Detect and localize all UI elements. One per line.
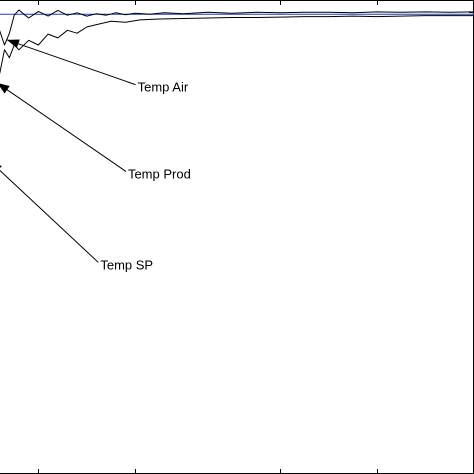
annotation-arrowhead-1 — [0, 83, 10, 94]
annotation-arrowhead-0 — [6, 39, 20, 49]
annotations: Temp Air Temp Prod Temp SP — [0, 39, 191, 272]
annotation-arrow-line-2 — [0, 169, 99, 263]
annotation-label-0: Temp Air — [138, 80, 189, 95]
annotation-label-1: Temp Prod — [128, 166, 191, 181]
annotation-arrowhead-2 — [0, 165, 2, 169]
annotation-arrow-line-0 — [6, 39, 136, 86]
annotation-label-2: Temp SP — [100, 257, 153, 272]
series-line-2 — [0, 15, 474, 74]
series-lines — [0, 9, 474, 74]
series-line-1 — [0, 9, 474, 46]
annotation-arrow-line-1 — [0, 84, 127, 172]
